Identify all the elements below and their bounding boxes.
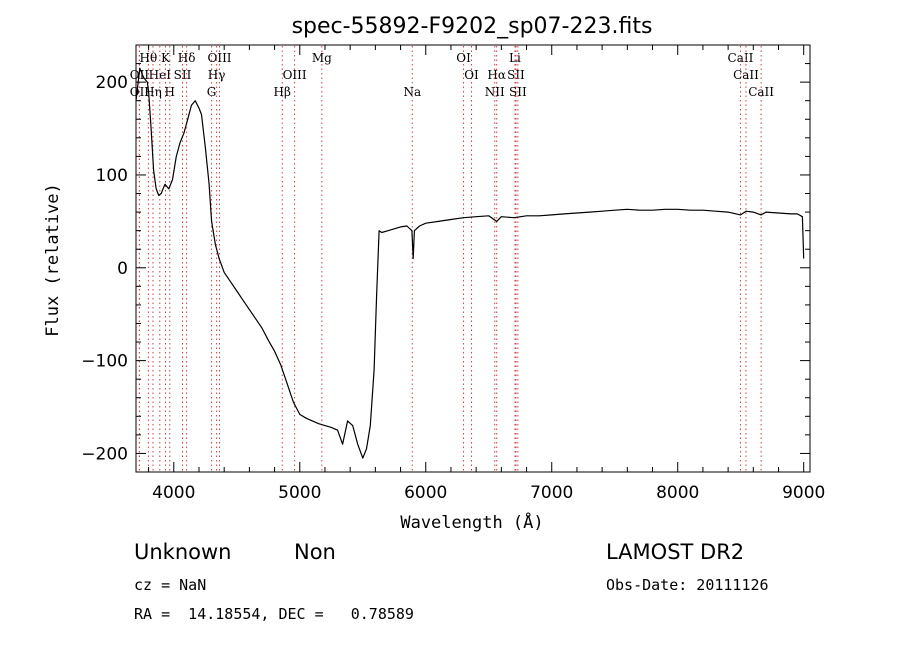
survey-label: LAMOST DR2 — [606, 540, 745, 564]
y-tick-label: 200 — [96, 73, 128, 93]
marker-label: OI — [456, 51, 471, 65]
marker-label: Hα — [487, 68, 506, 82]
axis-ticks: 4000 5000 6000 7000 8000 9000 −200 −100 0 100 200 — [81, 44, 825, 503]
x-tick-label: 7000 — [530, 483, 573, 503]
marker-label: SII — [509, 85, 527, 99]
x-tick-label: 8000 — [656, 483, 699, 503]
y-tick-label: 0 — [117, 259, 128, 279]
marker-label: SII — [507, 68, 525, 82]
marker-label: Hδ — [178, 51, 196, 65]
class-label: Unknown — [134, 540, 232, 564]
marker-label: NII — [485, 85, 505, 99]
obs-date-text: Obs-Date: 20111126 — [606, 576, 769, 594]
y-tick-label: −100 — [81, 352, 128, 372]
marker-label: CaII — [733, 68, 759, 82]
x-axis-label: Wavelength (Å) — [400, 511, 543, 533]
marker-label: G — [207, 85, 217, 99]
marker-label: Hβ — [274, 85, 291, 99]
marker-label: K — [161, 51, 171, 65]
marker-label: H — [165, 85, 175, 99]
marker-label: CaII — [748, 85, 774, 99]
subclass-label: Non — [294, 540, 336, 564]
chart-title: spec-55892-F9202_sp07-223.fits — [292, 14, 653, 39]
x-tick-label: 9000 — [782, 483, 825, 503]
spectrum-line — [135, 67, 805, 459]
marker-label: Hθ — [139, 51, 157, 65]
redshift-text: cz = NaN — [134, 576, 207, 594]
x-tick-label: 6000 — [404, 483, 447, 503]
y-axis-label: Flux (relative) — [43, 183, 63, 337]
x-tick-label: 4000 — [152, 483, 195, 503]
marker-label: Mg — [312, 51, 332, 65]
marker-label: OII — [130, 85, 150, 99]
marker-label: Na — [403, 85, 421, 99]
marker-label: SII — [174, 68, 192, 82]
marker-label: Hγ — [208, 68, 226, 82]
y-tick-label: 100 — [96, 166, 128, 186]
y-tick-label: −200 — [81, 444, 128, 464]
marker-label: HeI — [149, 68, 172, 82]
marker-label: CaII — [728, 51, 754, 65]
marker-label: Hη — [144, 85, 162, 99]
coordinates-text: RA = 14.18554, DEC = 0.78589 — [134, 605, 414, 623]
marker-label: Li — [509, 51, 521, 65]
series-layer — [135, 67, 805, 459]
marker-label: OI — [464, 68, 479, 82]
plot-frame — [135, 44, 811, 473]
x-tick-label: 5000 — [278, 483, 321, 503]
marker-label: OIII — [283, 68, 307, 82]
marker-label: OIII — [207, 51, 231, 65]
